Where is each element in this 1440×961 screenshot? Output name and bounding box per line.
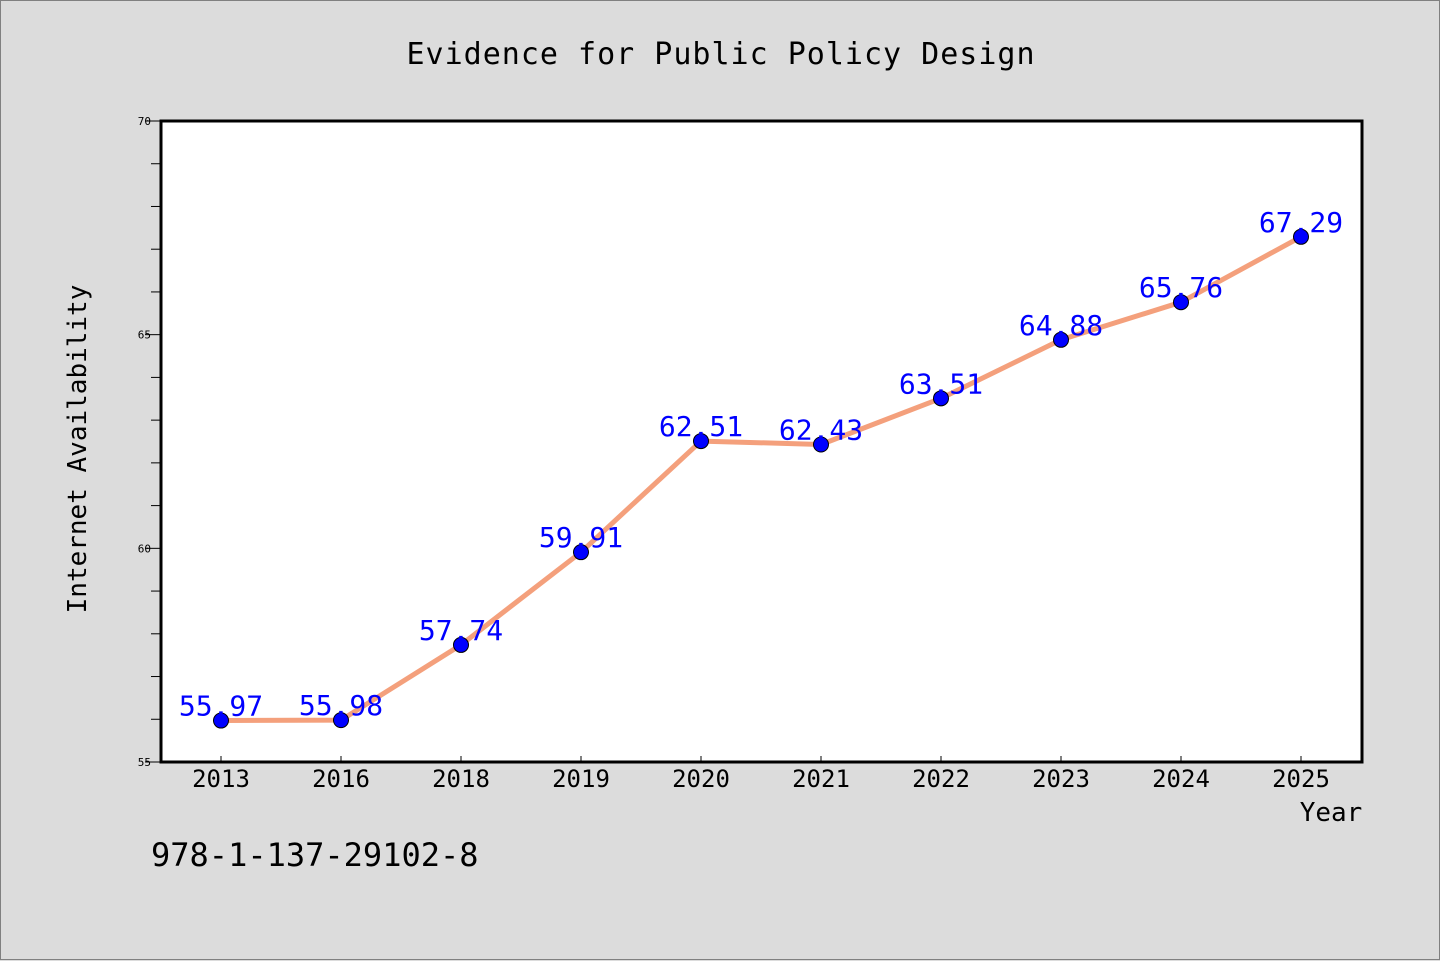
data-point bbox=[693, 433, 709, 450]
x-tick-label: 2025 bbox=[1272, 765, 1330, 793]
data-point bbox=[333, 712, 349, 729]
y-axis: 55 60 65 70 bbox=[138, 115, 161, 769]
series-layer bbox=[213, 228, 1309, 729]
y-axis-label: Internet Availability bbox=[63, 285, 93, 614]
data-point bbox=[1293, 228, 1309, 245]
x-tick-label: 2021 bbox=[792, 765, 850, 793]
series-line bbox=[218, 234, 1304, 724]
x-tick-label: 2022 bbox=[912, 765, 970, 793]
data-label: 64.88 bbox=[1019, 309, 1103, 342]
x-tick-label: 2016 bbox=[312, 765, 370, 793]
x-tick-label: 2023 bbox=[1032, 765, 1090, 793]
y-tick-label: 70 bbox=[138, 115, 151, 128]
data-point bbox=[813, 436, 829, 453]
x-tick-label: 2019 bbox=[552, 765, 610, 793]
data-label: 67.29 bbox=[1259, 206, 1343, 239]
x-tick-label: 2024 bbox=[1152, 765, 1210, 793]
x-tick-label: 2013 bbox=[192, 765, 250, 793]
x-axis: 2013 2016 2018 2019 2020 2021 2022 2023 2024 2025 bbox=[192, 756, 1330, 793]
data-label: 59.91 bbox=[539, 521, 623, 554]
data-label: 63.51 bbox=[899, 367, 983, 400]
x-axis-label: Year bbox=[1300, 798, 1363, 828]
data-label: 62.43 bbox=[779, 413, 863, 446]
y-tick-label: 65 bbox=[138, 329, 151, 342]
x-tick-label: 2018 bbox=[432, 765, 490, 793]
data-point bbox=[933, 390, 949, 407]
data-label: 65.76 bbox=[1139, 271, 1223, 304]
data-label: 55.98 bbox=[299, 689, 383, 722]
chart-title: Evidence for Public Policy Design bbox=[406, 37, 1035, 72]
plot-border bbox=[159, 119, 1364, 764]
y-tick-label: 55 bbox=[138, 756, 151, 769]
footer-code: 978-1-137-29102-8 bbox=[151, 836, 479, 874]
y-tick-label: 60 bbox=[138, 542, 151, 555]
data-point bbox=[1173, 294, 1189, 311]
data-label-layer: 55.97 55.98 57.74 59.91 62.51 62.43 63.51 64.88… bbox=[179, 206, 1343, 723]
data-label: 57.74 bbox=[419, 614, 503, 647]
data-point bbox=[453, 636, 469, 653]
data-point bbox=[213, 712, 229, 729]
data-point bbox=[1053, 331, 1069, 348]
data-point bbox=[573, 544, 589, 561]
x-tick-label: 2020 bbox=[672, 765, 730, 793]
data-label: 55.97 bbox=[179, 690, 263, 723]
data-label: 62.51 bbox=[659, 410, 743, 443]
